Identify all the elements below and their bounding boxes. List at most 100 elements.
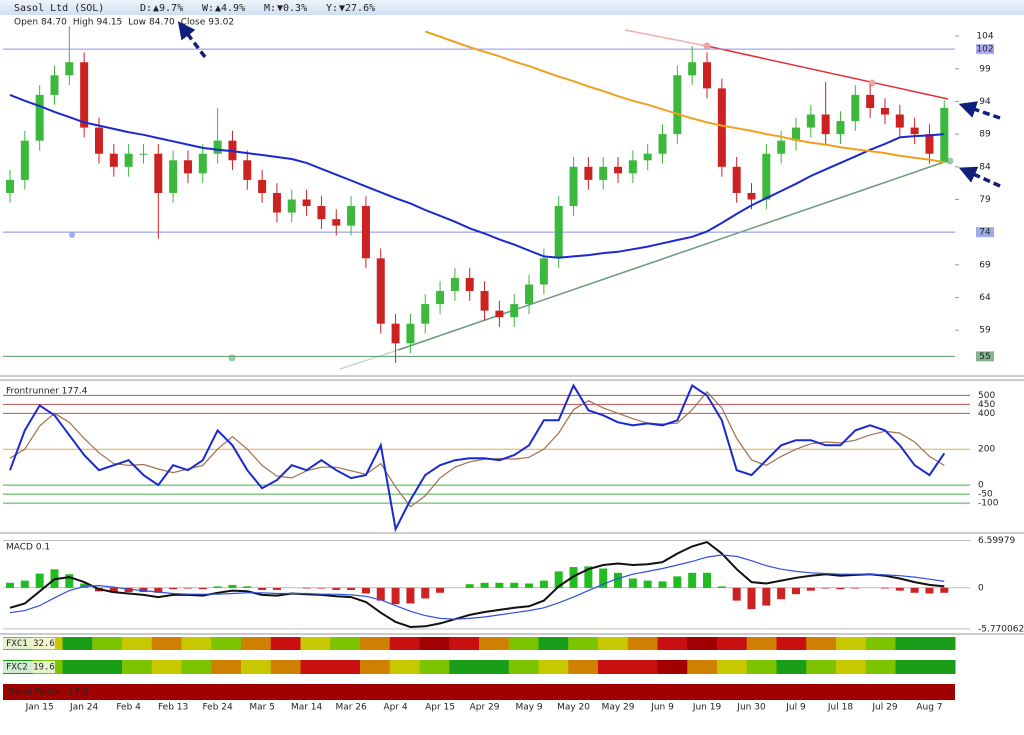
- level-anchor: [228, 354, 236, 362]
- heat-cell: [598, 637, 629, 650]
- histogram-bar: [673, 576, 682, 588]
- candle-body: [50, 75, 59, 95]
- candle-body: [539, 258, 548, 285]
- y-tick-label: -100: [978, 499, 999, 509]
- candle-body: [361, 206, 370, 259]
- candle-body: [258, 179, 267, 193]
- histogram-bar: [658, 581, 667, 588]
- histogram-bar: [554, 571, 563, 588]
- histogram-bar: [258, 587, 267, 590]
- candle-body: [287, 199, 296, 213]
- heat-cell: [479, 660, 510, 674]
- ohlc-label: Low: [128, 18, 146, 28]
- candle-body: [332, 219, 341, 226]
- heat-cell: [746, 637, 777, 650]
- candle-body: [169, 160, 178, 193]
- heat-cell: [687, 637, 718, 650]
- heat-cell: [360, 637, 391, 650]
- histogram-bar: [643, 580, 652, 588]
- histogram-bar: [747, 587, 756, 610]
- heat-cell: [508, 637, 539, 650]
- y-tick-label: 6.59979: [978, 536, 1015, 546]
- candle-body: [569, 166, 578, 207]
- candle-body: [317, 206, 326, 220]
- heat-cell: [151, 637, 182, 650]
- heat-cell: [806, 660, 837, 674]
- series-line: [9, 93, 945, 259]
- y-tick-label: 450: [978, 400, 995, 410]
- y-tick-label: 69: [979, 260, 991, 270]
- y-tick-label: 104: [976, 32, 993, 42]
- histogram-bar: [213, 586, 222, 588]
- histogram-bar: [910, 587, 919, 593]
- ohlc-value: 84.70: [149, 18, 175, 28]
- histogram-bar: [272, 587, 281, 590]
- heat-cell: [657, 637, 688, 650]
- y-tick-label: 64: [979, 293, 991, 303]
- x-tick-label: Aug 7: [916, 703, 942, 713]
- histogram-bar: [109, 587, 118, 593]
- histogram-bar: [302, 587, 311, 589]
- histogram-bar: [65, 574, 74, 588]
- x-tick-label: Mar 26: [335, 703, 367, 713]
- heat-cell: [836, 637, 867, 650]
- candle-body: [806, 114, 815, 128]
- heat-cell: [62, 660, 93, 674]
- trend-anchor: [703, 42, 711, 50]
- support-trend-line: [397, 159, 951, 351]
- heat-cell: [270, 660, 301, 674]
- candle-body: [762, 153, 771, 200]
- heat-cell: [627, 637, 658, 650]
- candle-body: [777, 140, 786, 154]
- ohlc-label: Close: [181, 18, 206, 28]
- y-tick-label: 84: [979, 162, 991, 172]
- candle-body: [94, 127, 103, 154]
- x-tick-label: Jan 15: [25, 703, 54, 713]
- candle-body: [243, 160, 252, 180]
- x-tick-label: Jun 19: [692, 703, 722, 713]
- candle-body: [391, 323, 400, 344]
- candle-body: [109, 153, 118, 167]
- heat-cell: [717, 660, 748, 674]
- x-tick-label: Feb 24: [202, 703, 233, 713]
- histogram-bar: [436, 587, 445, 593]
- histogram-bar: [124, 587, 133, 593]
- histogram-bar: [6, 582, 14, 588]
- y-tick-label: 500: [978, 391, 995, 401]
- heat-cell: [568, 637, 599, 650]
- candle-body: [584, 166, 593, 180]
- candle-body: [20, 140, 29, 180]
- candle-body: [213, 140, 222, 154]
- x-tick-label: May 9: [515, 703, 542, 713]
- histogram-bar: [154, 587, 163, 593]
- ohlc-label: Open: [14, 18, 38, 28]
- stat-label: D:: [140, 3, 152, 14]
- histogram-bar: [539, 580, 548, 588]
- x-tick-label: Mar 5: [249, 703, 275, 713]
- histogram-bar: [361, 587, 370, 594]
- trend-anchor: [868, 79, 876, 87]
- heat-cell: [122, 660, 153, 674]
- x-tick-label: May 29: [602, 703, 635, 713]
- candle-body: [717, 88, 726, 167]
- trend-factor-strip: [3, 684, 955, 700]
- candle-body: [525, 284, 534, 305]
- histogram-bar: [525, 583, 534, 588]
- candle-body: [421, 304, 430, 324]
- heat-cell: [151, 660, 182, 674]
- histogram-bar: [895, 587, 904, 591]
- histogram-bar: [599, 568, 608, 588]
- stat-label: M:: [264, 3, 276, 14]
- candle-body: [791, 127, 800, 141]
- heat-cell: [360, 660, 391, 674]
- stat-label: W:: [202, 3, 214, 14]
- candle-body: [6, 179, 14, 193]
- histogram-bar: [940, 587, 949, 593]
- candle-body: [480, 291, 489, 311]
- heat-cell: [538, 660, 569, 674]
- heat-cell: [717, 637, 748, 650]
- x-tick-label: Apr 29: [470, 703, 500, 713]
- histogram-bar: [614, 572, 623, 588]
- strip-label: FXC2 19.6: [6, 663, 55, 673]
